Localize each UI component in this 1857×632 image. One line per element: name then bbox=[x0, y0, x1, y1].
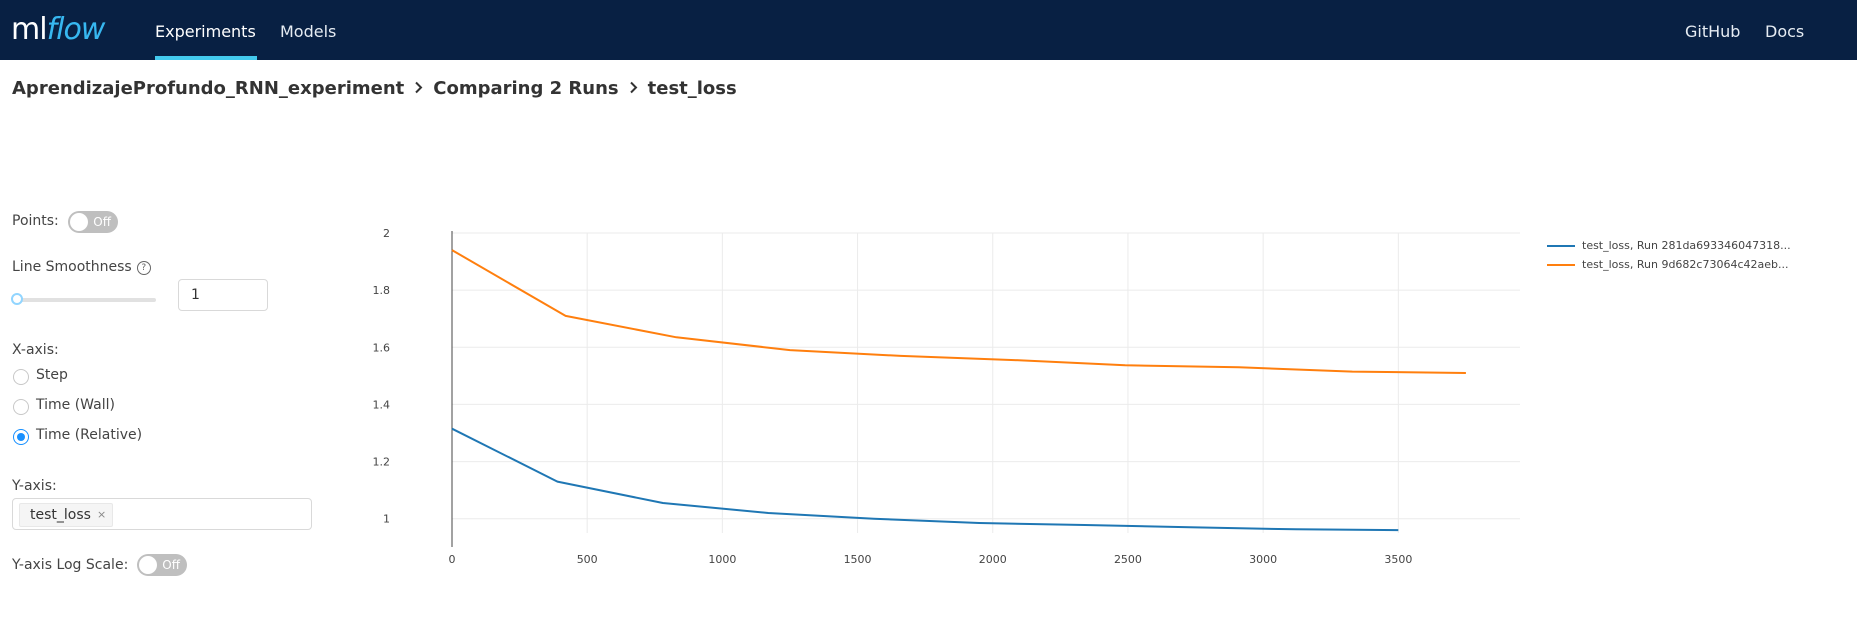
log-scale-toggle-text: Off bbox=[162, 558, 180, 572]
logo-ml: ml bbox=[11, 12, 48, 47]
xaxis-label: X-axis: bbox=[12, 342, 59, 358]
smoothness-slider-handle[interactable] bbox=[11, 293, 23, 305]
points-toggle[interactable]: Off bbox=[68, 211, 118, 233]
smoothness-number-input[interactable]: 1 bbox=[178, 279, 268, 311]
toggle-knob bbox=[70, 213, 88, 231]
y-tick-label: 1.6 bbox=[373, 341, 391, 354]
log-scale-label: Y-axis Log Scale: bbox=[12, 557, 129, 573]
nav-active-underline bbox=[155, 56, 257, 60]
x-tick-label: 500 bbox=[577, 553, 598, 566]
y-tick-label: 1 bbox=[383, 513, 390, 526]
yaxis-metric-select[interactable]: test_loss × bbox=[12, 498, 312, 530]
y-tick-label: 1.8 bbox=[373, 284, 391, 297]
nav-docs[interactable]: Docs bbox=[1765, 22, 1805, 41]
breadcrumb-compare-runs[interactable]: Comparing 2 Runs bbox=[433, 78, 619, 99]
log-scale-toggle[interactable]: Off bbox=[137, 554, 187, 576]
chart-axes: 1 1.2 1.4 1.6 1.8 2 0 500 1000 1500 2000 2500 3000 35… bbox=[373, 227, 1413, 566]
top-navbar: mlflow Experiments Models GitHub Docs bbox=[0, 0, 1857, 60]
legend-line-series-1 bbox=[1547, 244, 1575, 247]
xaxis-radio-time-relative[interactable] bbox=[13, 429, 29, 445]
points-label: Points: bbox=[12, 213, 59, 229]
yaxis-metric-tag-label: test_loss bbox=[30, 507, 91, 523]
x-tick-label: 3000 bbox=[1249, 553, 1277, 566]
line-smoothness-text: Line Smoothness bbox=[12, 259, 132, 275]
nav-models[interactable]: Models bbox=[280, 22, 337, 41]
breadcrumb: AprendizajeProfundo_RNN_experiment Compa… bbox=[12, 78, 737, 99]
smoothness-slider-track[interactable] bbox=[16, 298, 156, 302]
series-line-1[interactable] bbox=[451, 427, 1399, 532]
close-icon[interactable]: × bbox=[96, 508, 107, 521]
yaxis-label: Y-axis: bbox=[12, 478, 57, 494]
points-toggle-text: Off bbox=[93, 215, 111, 229]
x-tick-label: 2500 bbox=[1114, 553, 1142, 566]
legend-item-series-1[interactable]: test_loss, Run 281da693346047318... bbox=[1547, 239, 1791, 252]
xaxis-radio-time-wall-label[interactable]: Time (Wall) bbox=[36, 397, 115, 413]
mlflow-logo[interactable]: mlflow bbox=[11, 10, 106, 50]
y-tick-label: 2 bbox=[383, 227, 390, 240]
chart-series bbox=[451, 249, 1466, 532]
line-smoothness-label: Line Smoothness? bbox=[12, 259, 151, 275]
y-tick-label: 1.2 bbox=[373, 456, 391, 469]
breadcrumb-metric: test_loss bbox=[647, 78, 737, 99]
toggle-knob bbox=[139, 556, 157, 574]
xaxis-radio-time-relative-label[interactable]: Time (Relative) bbox=[36, 427, 143, 443]
chevron-right-icon bbox=[414, 78, 423, 99]
xaxis-radio-time-wall[interactable] bbox=[13, 399, 29, 415]
x-tick-label: 0 bbox=[449, 553, 456, 566]
nav-experiments[interactable]: Experiments bbox=[155, 22, 256, 41]
chart-grid bbox=[452, 232, 1520, 533]
legend-item-series-2[interactable]: test_loss, Run 9d682c73064c42aeb... bbox=[1547, 258, 1789, 271]
yaxis-metric-tag: test_loss × bbox=[19, 503, 114, 527]
series-line-2[interactable] bbox=[451, 249, 1466, 374]
x-tick-label: 1000 bbox=[708, 553, 736, 566]
legend-label-series-2: test_loss, Run 9d682c73064c42aeb... bbox=[1582, 258, 1789, 271]
x-tick-label: 2000 bbox=[979, 553, 1007, 566]
logo-flow: flow bbox=[46, 12, 106, 47]
xaxis-radio-step[interactable] bbox=[13, 369, 29, 385]
y-tick-label: 1.4 bbox=[373, 398, 391, 411]
legend-line-series-2 bbox=[1547, 263, 1575, 266]
question-circle-icon[interactable]: ? bbox=[136, 261, 151, 275]
x-tick-label: 3500 bbox=[1384, 553, 1412, 566]
x-tick-label: 1500 bbox=[844, 553, 872, 566]
breadcrumb-experiment[interactable]: AprendizajeProfundo_RNN_experiment bbox=[12, 78, 405, 99]
legend-label-series-1: test_loss, Run 281da693346047318... bbox=[1582, 239, 1791, 252]
chevron-right-icon bbox=[629, 78, 638, 99]
nav-github[interactable]: GitHub bbox=[1685, 22, 1741, 41]
xaxis-radio-step-label[interactable]: Step bbox=[36, 367, 68, 383]
